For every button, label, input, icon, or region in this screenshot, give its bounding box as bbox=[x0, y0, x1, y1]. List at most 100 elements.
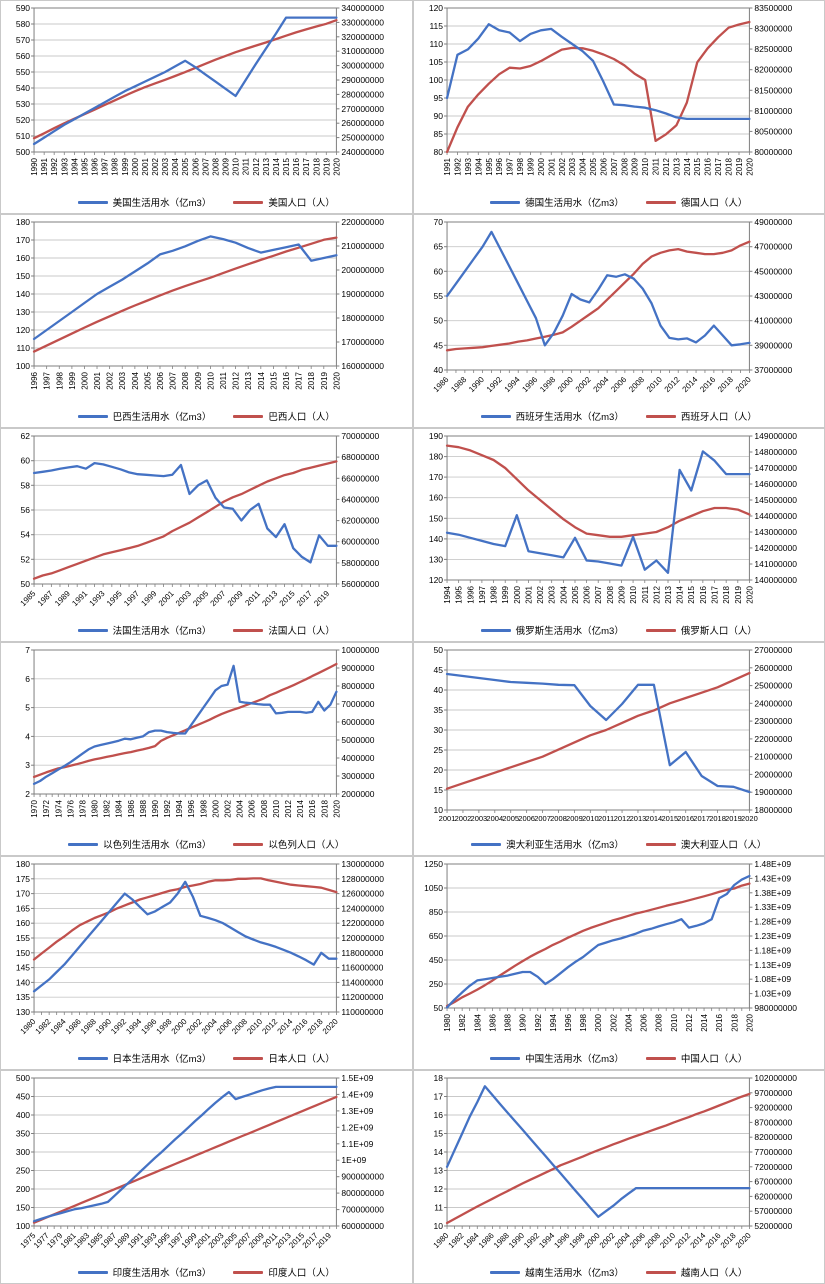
x-axis-tick: 2009 bbox=[222, 157, 231, 175]
x-axis-tick: 2020 bbox=[745, 1013, 754, 1031]
x-axis-tick: 2012 bbox=[613, 814, 630, 823]
right-axis-tick: 1.5E+09 bbox=[341, 1073, 373, 1083]
x-axis-tick: 2008 bbox=[605, 585, 614, 603]
x-axis-tick: 2013 bbox=[262, 157, 271, 175]
left-axis-tick: 58 bbox=[21, 480, 31, 490]
x-axis-tick: 2005 bbox=[181, 157, 190, 175]
right-axis-tick: 112000000 bbox=[341, 992, 383, 1002]
right-axis-tick: 300000000 bbox=[341, 61, 384, 71]
x-axis-tick: 2007 bbox=[201, 157, 210, 175]
left-axis-tick: 95 bbox=[433, 93, 443, 103]
left-axis-tick: 50 bbox=[433, 316, 443, 326]
chart-france: 50 52 54 56 58 60 62 56000000 58000000 60000000 62… bbox=[18, 431, 379, 608]
left-axis-tick: 160 bbox=[16, 918, 30, 928]
right-axis-tick: 310000000 bbox=[341, 46, 384, 56]
x-axis-tick: 2010 bbox=[232, 157, 241, 175]
x-axis-tick: 1998 bbox=[489, 585, 498, 603]
x-axis-tick: 2013 bbox=[664, 585, 673, 603]
left-axis-tick: 52 bbox=[21, 554, 31, 564]
right-axis-tick: 118000000 bbox=[341, 948, 383, 958]
x-axis-tick: 2013 bbox=[244, 371, 253, 389]
right-axis-tick: 41000000 bbox=[754, 316, 792, 326]
chart-cell-russia: 120 130 140 150 160 170 180 190 140000000 1410000… bbox=[412, 428, 825, 642]
x-axis-tick: 2017 bbox=[295, 589, 314, 608]
right-axis-tick: 83000000 bbox=[754, 24, 792, 34]
plot-area-border bbox=[446, 435, 750, 581]
right-axis-tick: 145000000 bbox=[754, 495, 797, 505]
x-axis-tick: 2010 bbox=[629, 585, 638, 603]
x-axis-tick: 1982 bbox=[34, 1017, 53, 1036]
x-axis-tick: 1999 bbox=[121, 157, 130, 175]
x-axis-tick: 2002 bbox=[609, 1013, 618, 1031]
right-axis-tick: 141000000 bbox=[754, 559, 797, 569]
x-axis-tick: 2000 bbox=[80, 371, 89, 389]
x-axis-tick: 1988 bbox=[491, 1231, 510, 1250]
right-axis-tick: 80500000 bbox=[754, 126, 792, 136]
right-axis-tick: 82000000 bbox=[754, 1132, 792, 1142]
x-axis-tick: 2010 bbox=[641, 157, 650, 175]
plot-area-border bbox=[33, 221, 337, 367]
pop-series-line bbox=[445, 20, 751, 154]
left-axis-tick: 60 bbox=[433, 266, 443, 276]
x-axis-tick: 2003 bbox=[161, 157, 170, 175]
right-axis-tick: 330000000 bbox=[341, 17, 384, 27]
x-axis-tick: 1992 bbox=[453, 157, 462, 175]
x-axis-tick: 2002 bbox=[597, 1231, 616, 1250]
x-axis-tick: 1984 bbox=[461, 1231, 480, 1250]
x-axis-tick: 2001 bbox=[93, 371, 102, 389]
left-axis-tick: 11 bbox=[434, 1203, 443, 1213]
right-axis-tick: 21000000 bbox=[754, 752, 792, 762]
x-axis-tick: 1992 bbox=[163, 799, 172, 817]
x-axis-tick: 1998 bbox=[538, 375, 557, 394]
x-axis-tick: 2019 bbox=[314, 1231, 333, 1250]
plot-area-border bbox=[33, 1077, 337, 1227]
right-axis-tick: 68000000 bbox=[341, 452, 379, 462]
plot-area-border bbox=[33, 649, 337, 795]
x-axis-tick: 1996 bbox=[91, 157, 100, 175]
right-axis-tick: 81000000 bbox=[754, 106, 792, 116]
x-axis-tick: 2003 bbox=[118, 371, 127, 389]
plot-area-border bbox=[446, 863, 750, 1009]
x-axis-tick: 1988 bbox=[139, 799, 148, 817]
water-series-line bbox=[445, 450, 751, 574]
x-axis-tick: 2011 bbox=[640, 585, 649, 603]
chart-japan: 130 135 140 145 150 155 160 165 170 175 180 1100000… bbox=[16, 859, 384, 1036]
left-axis-tick: 18 bbox=[433, 1073, 443, 1083]
x-axis-tick: 1970 bbox=[30, 799, 39, 817]
x-axis-tick: 1992 bbox=[484, 375, 503, 394]
x-axis-tick: 1990 bbox=[151, 799, 160, 817]
x-axis-tick: 2007 bbox=[594, 585, 603, 603]
right-axis-tick: 67000000 bbox=[754, 1177, 792, 1187]
x-axis-tick: 2013 bbox=[672, 157, 681, 175]
left-axis-tick: 160 bbox=[428, 493, 442, 503]
x-axis-tick: 1998 bbox=[111, 157, 120, 175]
x-axis-tick: 2013 bbox=[629, 814, 646, 823]
x-axis-tick: 2013 bbox=[260, 589, 279, 608]
x-axis-tick: 2005 bbox=[502, 814, 519, 823]
right-axis-tick: 900000000 bbox=[341, 1172, 384, 1182]
x-axis-tick: 1996 bbox=[187, 799, 196, 817]
x-axis-tick: 1997 bbox=[122, 589, 141, 608]
x-axis-tick: 1980 bbox=[443, 1013, 452, 1031]
chart-australia: 10 15 20 25 30 35 40 45 50 18000000 19000000 200000… bbox=[433, 645, 792, 823]
x-axis-tick: 1996 bbox=[30, 371, 39, 389]
right-axis-tick: 144000000 bbox=[754, 511, 797, 521]
left-axis-tick: 530 bbox=[16, 99, 30, 109]
left-axis-tick: 165 bbox=[16, 903, 30, 913]
left-axis-tick: 55 bbox=[433, 291, 443, 301]
left-axis-tick: 135 bbox=[16, 992, 30, 1002]
x-axis-tick: 2012 bbox=[662, 375, 681, 394]
x-axis-tick: 2004 bbox=[131, 371, 140, 389]
x-axis-tick: 1990 bbox=[94, 1017, 113, 1036]
x-axis-tick: 2020 bbox=[733, 375, 752, 394]
left-axis-tick: 80 bbox=[433, 147, 443, 157]
x-axis-tick: 2002 bbox=[454, 814, 471, 823]
x-axis-tick: 2016 bbox=[308, 799, 317, 817]
right-axis-tick: 1.38E+09 bbox=[754, 888, 791, 898]
pop-series-line bbox=[445, 444, 751, 538]
right-axis-tick: 130000000 bbox=[341, 859, 384, 869]
left-axis-tick: 130 bbox=[16, 307, 30, 317]
x-axis-tick: 2019 bbox=[734, 157, 743, 175]
left-axis-tick: 150 bbox=[428, 513, 442, 523]
x-axis-tick: 2006 bbox=[582, 585, 591, 603]
